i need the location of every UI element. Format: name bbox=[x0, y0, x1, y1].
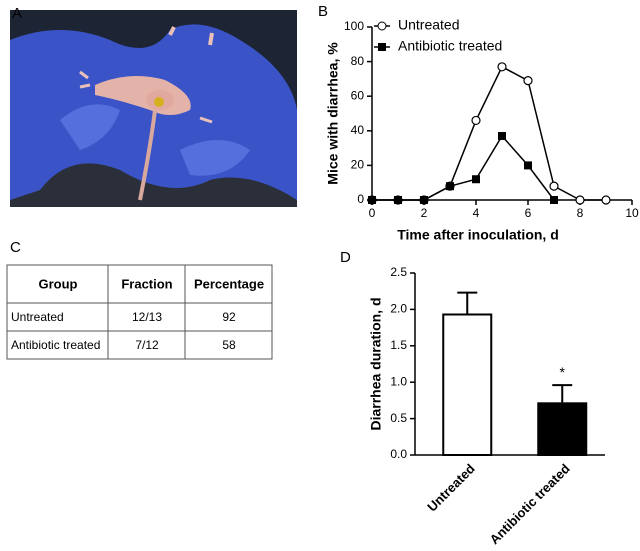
panel-label: C bbox=[10, 239, 21, 256]
marker bbox=[420, 196, 428, 204]
x-tick-label: Antibiotic treated bbox=[487, 461, 573, 547]
panel-label: B bbox=[318, 3, 328, 20]
y-tick-label: 2.0 bbox=[390, 302, 407, 316]
series-line bbox=[372, 134, 555, 201]
bar bbox=[537, 402, 588, 457]
x-axis-label: Time after inoculation, d bbox=[397, 227, 559, 243]
y-tick-label: 60 bbox=[351, 88, 365, 102]
bar bbox=[442, 313, 493, 456]
x-tick-label: 10 bbox=[625, 206, 639, 220]
marker bbox=[472, 175, 480, 184]
table-cell: 58 bbox=[222, 338, 236, 352]
y-tick-label: 1.5 bbox=[390, 338, 407, 352]
y-tick-label: 20 bbox=[351, 158, 365, 172]
x-tick-label: 4 bbox=[473, 206, 480, 220]
table-header: Percentage bbox=[194, 276, 264, 291]
marker bbox=[575, 195, 585, 205]
photo bbox=[10, 10, 297, 207]
marker bbox=[601, 195, 611, 205]
y-tick-label: 0 bbox=[357, 192, 364, 206]
panel-label: A bbox=[12, 5, 22, 22]
marker bbox=[446, 182, 454, 191]
legend-label: Antibiotic treated bbox=[398, 38, 502, 54]
annotation: * bbox=[560, 364, 566, 380]
table-header: Group bbox=[39, 276, 78, 291]
x-tick-label: 2 bbox=[421, 206, 428, 220]
y-tick-label: 2.5 bbox=[390, 265, 407, 279]
y-tick-label: 80 bbox=[351, 54, 365, 68]
marker bbox=[549, 181, 559, 191]
y-tick-label: 100 bbox=[344, 19, 364, 33]
y-axis-label: Mice with diarrhea, % bbox=[325, 42, 341, 185]
y-axis-label: Diarrhea duration, d bbox=[368, 297, 384, 430]
y-tick-label: 40 bbox=[351, 123, 365, 137]
panel-label: D bbox=[340, 249, 351, 266]
table-cell: 12/13 bbox=[132, 310, 162, 324]
x-tick-label: Untreated bbox=[424, 461, 478, 515]
y-tick-label: 1.0 bbox=[390, 374, 407, 388]
marker bbox=[550, 196, 558, 204]
x-tick-label: 8 bbox=[577, 206, 584, 220]
marker bbox=[498, 131, 506, 140]
table-border bbox=[6, 264, 273, 360]
marker bbox=[497, 62, 507, 72]
table-cell: Untreated bbox=[11, 310, 64, 324]
table-cell: 92 bbox=[222, 310, 236, 324]
marker bbox=[471, 115, 481, 126]
legend-marker bbox=[377, 21, 387, 31]
y-tick-label: 0.5 bbox=[390, 411, 407, 425]
x-tick-label: 6 bbox=[525, 206, 532, 220]
legend-label: Untreated bbox=[398, 17, 459, 33]
table-cell: Antibiotic treated bbox=[11, 338, 100, 352]
series-line bbox=[372, 65, 606, 201]
legend-marker bbox=[378, 43, 386, 51]
table-header: Fraction bbox=[121, 276, 172, 291]
marker bbox=[523, 76, 533, 86]
table-cell: 7/12 bbox=[135, 338, 159, 352]
marker bbox=[524, 161, 532, 170]
x-tick-label: 0 bbox=[369, 206, 376, 220]
table bbox=[6, 264, 273, 360]
marker bbox=[394, 196, 402, 204]
marker bbox=[368, 196, 376, 204]
y-tick-label: 0.0 bbox=[390, 447, 407, 461]
